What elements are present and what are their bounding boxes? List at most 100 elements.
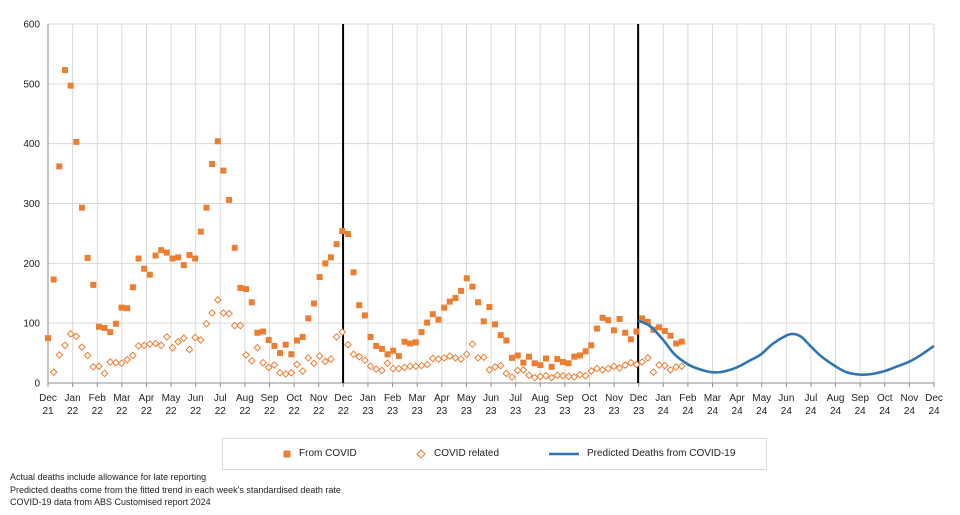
x-tick-label: 23 (535, 406, 547, 417)
covid-related-point (338, 328, 347, 337)
from-covid-point (424, 319, 431, 326)
x-tick-label: Jun (778, 393, 794, 404)
x-tick-label: Aug (236, 393, 254, 404)
from-covid-point (50, 276, 57, 283)
covid-related-point (423, 360, 432, 369)
series-covid-related (49, 295, 686, 382)
covid-related-point (276, 368, 284, 377)
covid-related-point (400, 363, 409, 372)
covid-related-point (559, 371, 567, 380)
covid-related-point (581, 371, 590, 380)
x-tick-label: 24 (879, 406, 891, 417)
x-tick-label: 24 (682, 406, 694, 417)
from-covid-point (322, 260, 329, 267)
covid-related-point (259, 358, 267, 367)
from-covid-point (45, 335, 51, 342)
from-covid-point (458, 287, 465, 294)
x-tick-label: Feb (384, 393, 402, 404)
x-tick-label: 24 (830, 406, 842, 417)
from-covid-point (220, 167, 227, 174)
from-covid-point (644, 318, 651, 325)
x-tick-label: Apr (434, 393, 450, 404)
from-covid-point (441, 304, 448, 311)
from-covid-point (678, 338, 685, 345)
x-tick-label: Dec (39, 393, 57, 404)
covid-related-point (394, 364, 403, 373)
covid-related-point (95, 362, 103, 371)
from-covid-point (435, 316, 442, 323)
from-covid-point (209, 161, 216, 168)
covid-related-point (366, 362, 375, 371)
x-tick-label: Jan (65, 393, 81, 404)
x-tick-label: 24 (756, 406, 768, 417)
from-covid-point (248, 299, 255, 306)
chart-axes (47, 24, 935, 387)
from-covid-point (542, 355, 549, 362)
from-covid-point (412, 339, 419, 346)
from-covid-point (141, 265, 148, 272)
covid-related-point (157, 341, 166, 350)
note-line: Predicted deaths come from the fitted tr… (10, 484, 341, 495)
from-covid-point (101, 324, 108, 331)
x-tick-label: 22 (116, 406, 128, 417)
covid-related-point (621, 361, 630, 369)
from-covid-point (588, 342, 595, 349)
covid-related-point (355, 352, 364, 361)
covid-related-point (298, 367, 307, 375)
from-covid-point (333, 241, 340, 248)
covid-related-point (83, 351, 92, 360)
x-tick-label: 24 (904, 406, 916, 417)
covid-related-point (542, 371, 550, 380)
covid-related-point (179, 334, 188, 343)
x-tick-label: Nov (605, 393, 623, 404)
covid-related-point (219, 309, 228, 317)
from-covid-point (344, 231, 351, 238)
y-tick-label: 200 (23, 259, 40, 270)
covid-related-point (151, 339, 160, 348)
from-covid-point (180, 262, 187, 269)
from-covid-point (548, 363, 555, 370)
y-tick-label: 400 (23, 139, 40, 150)
x-tick-label: Sep (851, 393, 869, 404)
covid-related-point (293, 360, 301, 369)
covid-related-point (445, 352, 454, 360)
legend-item-covid-related: COVID related (416, 448, 499, 459)
from-covid-point (78, 204, 85, 211)
predicted-deaths-line (637, 319, 935, 377)
from-covid-point (288, 351, 295, 358)
from-covid-point (627, 336, 634, 343)
x-tick-label: 22 (215, 406, 227, 417)
y-tick-label: 600 (23, 20, 40, 31)
covid-related-point (117, 359, 126, 368)
x-tick-label: Sep (261, 393, 279, 404)
covid-related-point (61, 341, 69, 350)
chart-vertical-markers (342, 24, 640, 383)
x-tick-label: 24 (805, 406, 817, 417)
x-tick-label: 24 (732, 406, 744, 417)
from-covid-point (152, 252, 159, 259)
from-covid-point (186, 251, 193, 258)
x-tick-label: 23 (436, 406, 448, 417)
covid-related-point (208, 309, 217, 317)
covid-related-point (411, 362, 420, 371)
x-tick-label: 23 (584, 406, 596, 417)
from-covid-point (361, 312, 368, 319)
from-covid-point (226, 196, 233, 203)
x-tick-label: 22 (239, 406, 251, 417)
from-covid-point (673, 340, 680, 347)
from-covid-point (520, 359, 527, 366)
x-tick-label: Apr (139, 393, 155, 404)
x-tick-label: 22 (92, 406, 104, 417)
from-covid-point (571, 353, 578, 360)
legend-item-from-covid: From COVID (283, 448, 357, 459)
from-covid-point (192, 255, 199, 262)
from-covid-point (163, 249, 170, 256)
covid-related-point (344, 340, 352, 349)
covid-related-point (310, 359, 318, 368)
covid-related-point (377, 366, 386, 375)
from-covid-point (463, 275, 470, 282)
covid-related-point (643, 353, 652, 362)
x-tick-label: Dec (630, 393, 648, 404)
x-tick-label: Oct (582, 393, 598, 404)
from-covid-point (559, 359, 566, 366)
